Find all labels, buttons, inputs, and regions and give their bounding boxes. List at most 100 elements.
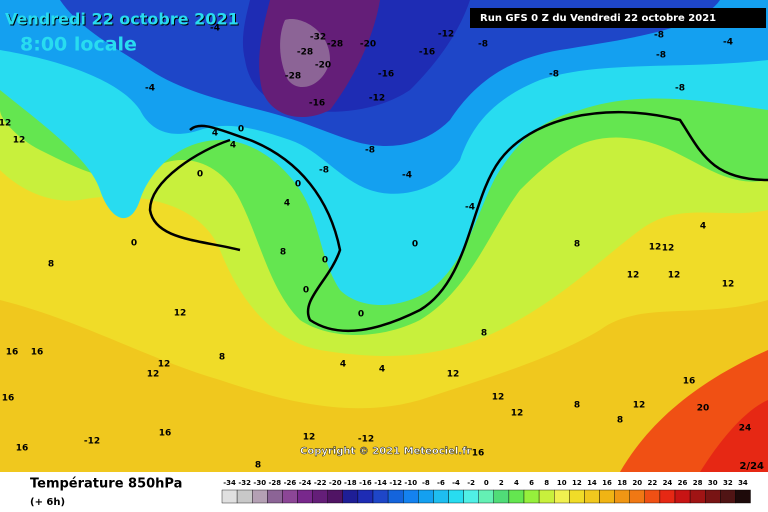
contour-label: 12 xyxy=(0,119,11,129)
legend-label: 34 xyxy=(738,479,748,487)
legend-label: 26 xyxy=(678,479,688,487)
contour-label: 12 xyxy=(174,309,187,319)
contour-label: -8 xyxy=(656,51,666,61)
contour-label: -8 xyxy=(654,31,664,41)
legend-label: 18 xyxy=(617,479,627,487)
legend-label: 6 xyxy=(529,479,534,487)
contour-label: 16 xyxy=(16,444,29,454)
legend-swatch xyxy=(372,489,389,504)
contour-label: 12 xyxy=(649,243,662,253)
legend-swatch xyxy=(433,489,449,504)
contour-label: 20 xyxy=(697,404,710,414)
contour-label: 8 xyxy=(574,401,580,411)
contour-label: 16 xyxy=(6,348,19,358)
legend-swatch xyxy=(327,489,344,504)
contour-label: 4 xyxy=(700,222,706,232)
contour-label: 12 xyxy=(668,271,681,281)
contour-label: 16 xyxy=(159,429,172,439)
legend-swatch xyxy=(236,489,253,504)
contour-label: 16 xyxy=(472,449,485,459)
legend-label: -10 xyxy=(404,479,417,487)
contour-label: 12 xyxy=(447,370,460,380)
contour-label: 16 xyxy=(683,377,696,387)
date-shade: Vendredi 22 octobre 2021 xyxy=(5,10,239,29)
local-time: 8:00 locale xyxy=(20,34,137,56)
legend-swatch xyxy=(342,489,359,504)
legend-swatch xyxy=(221,489,238,504)
contour-label: -12 xyxy=(84,437,100,447)
contour-label: 4 xyxy=(230,141,236,151)
legend-swatch xyxy=(312,489,328,504)
contour-label: -28 xyxy=(285,72,301,82)
legend-label: -28 xyxy=(269,479,282,487)
contour-label: 12 xyxy=(511,409,524,419)
legend-swatch xyxy=(508,489,525,504)
legend-swatch xyxy=(584,489,600,504)
contour-label: -16 xyxy=(419,48,435,58)
legend-label: -26 xyxy=(284,479,297,487)
date: Vendredi 22 octobre 2021 xyxy=(6,11,240,30)
legend-label: 14 xyxy=(587,479,597,487)
contour-label: 16 xyxy=(2,394,15,404)
legend-swatch xyxy=(478,489,495,504)
legend-label: -34 xyxy=(223,479,236,487)
legend-swatch xyxy=(569,489,585,504)
contour-label: 8 xyxy=(574,240,580,250)
legend-label: -30 xyxy=(253,479,266,487)
legend-swatch xyxy=(282,489,298,504)
contour-label: -28 xyxy=(327,40,343,50)
contour-label: -4 xyxy=(402,171,412,181)
contour-label: 4 xyxy=(212,129,218,139)
legend-label: -6 xyxy=(437,479,445,487)
legend-swatch xyxy=(493,489,510,504)
contour-label: 12 xyxy=(722,280,735,290)
legend-swatch xyxy=(689,489,706,504)
contour-label: 0 xyxy=(197,170,203,180)
legend-label: -14 xyxy=(374,479,387,487)
legend-swatch xyxy=(463,489,479,504)
legend-label: 12 xyxy=(572,479,582,487)
contour-label: 12 xyxy=(13,136,26,146)
contour-label: 0 xyxy=(238,125,244,135)
legend-swatch xyxy=(599,489,615,504)
legend-swatch xyxy=(297,489,313,504)
contour-label: 24 xyxy=(739,424,752,434)
contour-label: 12 xyxy=(627,271,640,281)
legend-label: 32 xyxy=(723,479,733,487)
contour-label: -8 xyxy=(478,40,488,50)
contour-label: -4 xyxy=(723,38,733,48)
legend-label: -2 xyxy=(467,479,475,487)
legend-label: 30 xyxy=(708,479,718,487)
contour-label: -12 xyxy=(438,30,454,40)
legend-label: 4 xyxy=(514,479,519,487)
legend-label: -8 xyxy=(422,479,430,487)
contour-label: -8 xyxy=(675,84,685,94)
contour-label: 8 xyxy=(48,260,54,270)
contour-label: 12 xyxy=(492,393,505,403)
frame-index: 2/24 xyxy=(739,461,764,472)
contour-label: 12 xyxy=(158,360,171,370)
contour-label: 0 xyxy=(322,256,328,266)
legend-label: 28 xyxy=(693,479,703,487)
contour-label: 0 xyxy=(131,239,137,249)
legend-swatch xyxy=(629,489,646,504)
legend-swatch xyxy=(387,489,404,504)
legend-swatch xyxy=(523,489,540,504)
contour-label: 8 xyxy=(617,416,623,426)
legend-swatch xyxy=(644,489,661,504)
contour-label: -32 xyxy=(310,33,326,43)
contour-label: -8 xyxy=(365,146,375,156)
legend-swatch xyxy=(554,489,570,504)
legend-label: -22 xyxy=(314,479,327,487)
contour-label: 4 xyxy=(379,365,385,375)
legend-label: 8 xyxy=(544,479,549,487)
legend-swatch xyxy=(357,489,374,504)
map-background xyxy=(0,0,768,472)
contour-label: -20 xyxy=(315,61,331,71)
legend-swatch xyxy=(705,489,721,504)
legend-swatch xyxy=(659,489,676,504)
legend-label: 10 xyxy=(557,479,567,487)
legend-label: -4 xyxy=(452,479,460,487)
run-info: Run GFS 0 Z du Vendredi 22 octobre 2021 xyxy=(480,13,716,24)
